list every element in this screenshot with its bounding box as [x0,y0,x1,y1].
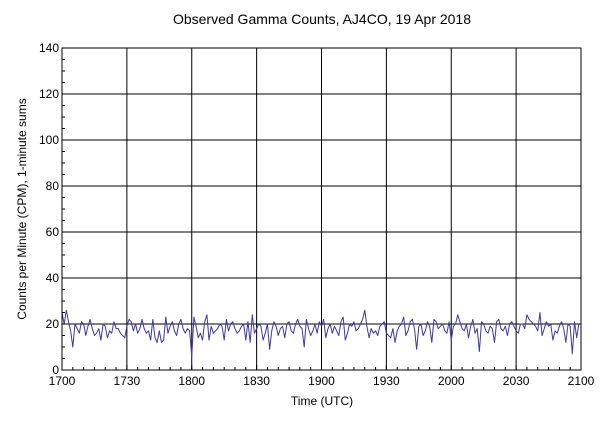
x-tick-label: 2100 [568,374,595,388]
y-tick-label: 120 [39,87,59,101]
y-tick-label: 60 [46,225,60,239]
x-tick-label: 2030 [503,374,530,388]
x-axis-label: Time (UTC) [291,394,353,408]
y-tick-label: 20 [46,317,60,331]
x-tick-label: 1930 [373,374,400,388]
x-tick-label: 1830 [243,374,270,388]
x-tick-label: 2000 [438,374,465,388]
x-tick-label: 1800 [178,374,205,388]
x-tick-label: 1730 [114,374,141,388]
series-line [61,309,580,357]
y-tick-label: 100 [39,133,59,147]
x-tick-label: 1700 [49,374,76,388]
chart-title: Observed Gamma Counts, AJ4CO, 19 Apr 201… [173,11,471,27]
series-layer [61,309,580,357]
y-axis-label: Counts per Minute (CPM), 1-minute sums [15,98,29,319]
y-tick-label: 40 [46,271,60,285]
x-tick-label: 1900 [308,374,335,388]
axis-layer: 1700 1730 1800 1830 1900 1930 2000 2030 2100 0 20 4… [39,41,595,388]
grid-layer [62,48,581,370]
y-tick-label: 80 [46,179,60,193]
y-tick-label: 140 [39,41,59,55]
y-tick-label: 0 [52,363,59,377]
